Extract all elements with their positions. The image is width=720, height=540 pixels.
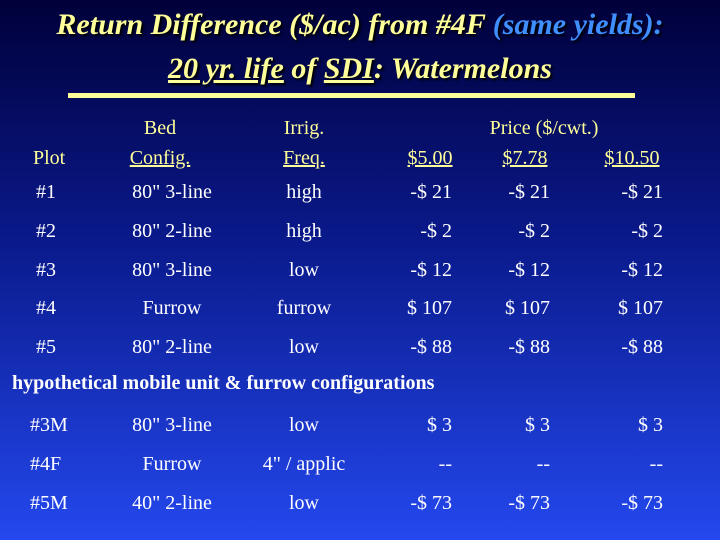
hypo-row-1-price-2: $ 3 [525, 414, 550, 436]
hypo-row-3-price-1: -$ 73 [410, 492, 452, 514]
title-main: Return Difference ($/ac) from #4F [56, 8, 493, 41]
hypo-row-1-irrig: low [289, 414, 319, 436]
hypo-row-2-plot: #4F [30, 453, 62, 475]
row-3-plot: #3 [36, 259, 56, 281]
hypo-row-3-bed: 40" 2-line [132, 492, 212, 514]
row-3-irrig: low [289, 259, 319, 281]
hypo-row-1-bed: 80" 3-line [132, 414, 212, 436]
row-5-bed: 80" 2-line [132, 336, 212, 358]
hypo-row-2-price-2: -- [536, 453, 550, 475]
header-price-2: $7.78 [502, 147, 548, 169]
hypo-row-3-plot: #5M [30, 492, 68, 514]
header-price-3: $10.50 [604, 147, 660, 169]
title-line-1: Return Difference ($/ac) from #4F (same … [0, 8, 720, 42]
title-of: of [283, 52, 324, 85]
hypo-row-1-price-1: $ 3 [427, 414, 452, 436]
hypo-row-2-irrig: 4" / applic [262, 453, 346, 475]
hypo-row-2-price-3: -- [649, 453, 663, 475]
row-3-bed: 80" 3-line [132, 259, 212, 281]
hypothetical-note: hypothetical mobile unit & furrow config… [12, 372, 435, 394]
row-3-price-3: -$ 12 [621, 259, 663, 281]
header-irrig-2: Freq. [283, 147, 325, 169]
row-2-bed: 80" 2-line [132, 220, 212, 242]
row-4-plot: #4 [36, 297, 56, 319]
row-1-irrig: high [286, 181, 322, 203]
header-price: Price ($/cwt.) [489, 117, 599, 139]
row-4-price-1: $ 107 [407, 297, 452, 319]
header-plot: Plot [33, 147, 66, 169]
row-2-plot: #2 [36, 220, 56, 242]
header-irrig-1: Irrig. [283, 117, 325, 139]
row-4-price-3: $ 107 [618, 297, 663, 319]
row-5-price-2: -$ 88 [508, 336, 550, 358]
row-4-bed: Furrow [142, 297, 202, 319]
title-line-2: 20 yr. life of SDI: Watermelons [0, 52, 720, 86]
hypo-row-3-irrig: low [289, 492, 319, 514]
title-crop: : Watermelons [373, 52, 552, 85]
row-1-bed: 80" 3-line [132, 181, 212, 203]
header-bed-2: Config. [129, 147, 191, 169]
title-life: 20 yr. life [168, 52, 284, 85]
row-5-plot: #5 [36, 336, 56, 358]
header-bed-1: Bed [143, 117, 177, 139]
title-sdi: SDI [323, 52, 374, 85]
title-parenthetical: (same yields): [492, 8, 664, 41]
row-2-price-1: -$ 2 [420, 220, 452, 242]
row-4-price-2: $ 107 [505, 297, 550, 319]
title-rule [68, 93, 635, 98]
row-2-price-3: -$ 2 [631, 220, 663, 242]
row-1-price-3: -$ 21 [621, 181, 663, 203]
hypo-row-2-bed: Furrow [142, 453, 202, 475]
row-2-price-2: -$ 2 [518, 220, 550, 242]
hypo-row-2-price-1: -- [438, 453, 452, 475]
hypo-row-3-price-3: -$ 73 [621, 492, 663, 514]
row-3-price-2: -$ 12 [508, 259, 550, 281]
row-1-price-2: -$ 21 [508, 181, 550, 203]
header-price-1: $5.00 [407, 147, 453, 169]
hypo-row-3-price-2: -$ 73 [508, 492, 550, 514]
row-3-price-1: -$ 12 [410, 259, 452, 281]
hypo-row-1-plot: #3M [30, 414, 68, 436]
row-5-price-1: -$ 88 [410, 336, 452, 358]
hypo-row-1-price-3: $ 3 [638, 414, 663, 436]
row-1-price-1: -$ 21 [410, 181, 452, 203]
row-4-irrig: furrow [276, 297, 332, 319]
row-1-plot: #1 [36, 181, 56, 203]
row-5-irrig: low [289, 336, 319, 358]
row-5-price-3: -$ 88 [621, 336, 663, 358]
row-2-irrig: high [286, 220, 322, 242]
